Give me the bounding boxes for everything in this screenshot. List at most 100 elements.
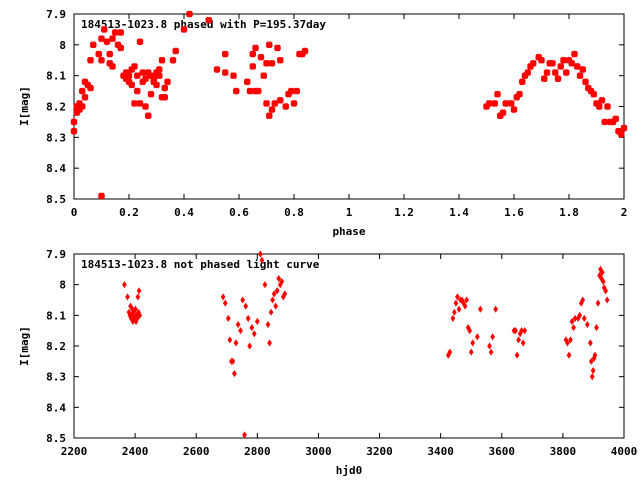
data-point [560,56,567,64]
x-tick-label: 3600 [489,445,516,458]
data-point [78,87,86,95]
x-tick-label: 1.8 [559,206,579,219]
data-point [573,63,581,70]
data-point [516,336,521,344]
data-point [601,118,609,126]
data-point [98,35,105,43]
phased-chart-title: 184513-1023.8 phased with P=195.37day [81,18,326,31]
data-point [285,90,292,98]
data-point [180,26,188,33]
data-point [595,299,601,307]
data-point [522,327,528,335]
data-point [474,333,480,341]
data-point [447,348,453,356]
data-point [213,66,221,73]
data-point [565,56,573,64]
data-point [273,302,279,310]
data-point [490,333,495,341]
data-point [620,124,628,132]
x-tick-label: 0.6 [229,206,249,219]
data-point [615,127,622,135]
data-point [122,75,130,83]
data-point [549,59,556,67]
x-tick-label: 1.2 [394,206,414,219]
data-point [287,87,295,95]
data-point [577,311,583,319]
data-point [263,100,270,107]
data-point [221,50,229,58]
data-point [581,314,587,322]
x-tick-label: 3000 [305,445,332,458]
data-point [225,314,231,322]
data-point [158,56,166,64]
data-point [122,281,127,289]
data-point [271,100,279,107]
data-point [109,35,116,43]
data-point [568,336,573,344]
data-point [128,66,136,73]
data-point [117,29,125,36]
data-point [87,84,94,92]
data-point [452,308,457,316]
data-point [78,103,86,110]
data-point [153,69,160,76]
data-point [603,287,609,295]
data-point [249,63,257,70]
data-point [543,69,551,76]
y-tick-label: 8.4 [46,162,66,175]
y-tick-label: 8.3 [46,371,66,384]
data-point [604,296,610,304]
unphased-axis-ticks: 2200 2400 2600 2800 3000 3200 3400 3600 3800 4000… [46,248,637,458]
data-point [232,370,237,378]
phased-data-points [70,10,628,200]
data-point [593,100,600,107]
data-point [301,47,309,55]
data-point [251,330,257,338]
data-point [73,103,81,110]
data-point [76,106,83,113]
data-point [144,69,152,76]
data-point [81,78,89,86]
data-point [565,339,570,347]
data-point [529,59,537,67]
data-point [274,44,281,52]
data-point [535,53,543,61]
data-point [89,41,97,49]
data-point [100,26,108,33]
data-point [487,342,492,350]
x-tick-label: 2 [621,206,628,219]
data-point [117,44,125,52]
data-point [453,299,459,307]
data-point [258,250,263,258]
data-point [598,96,606,104]
data-point [450,314,456,322]
data-point [468,348,474,356]
data-point [520,339,526,347]
x-tick-label: 0.2 [119,206,139,219]
data-point [81,93,89,101]
data-point [502,100,510,107]
data-point [276,96,284,104]
data-point [514,351,520,359]
data-point [268,106,276,113]
data-point [582,78,589,86]
data-point [571,50,578,58]
data-point [569,317,575,326]
data-point [584,84,592,92]
x-tick-label: 1 [346,206,353,219]
data-point [230,72,237,80]
data-point [604,103,611,110]
data-point [274,287,280,295]
data-point [470,339,476,347]
data-point [172,47,180,55]
data-point [240,296,246,304]
data-point [600,278,606,286]
data-point [572,314,578,322]
data-point [496,112,504,120]
data-point [265,320,271,329]
data-point [142,103,149,110]
data-point [222,299,228,307]
data-point [232,87,240,95]
data-point [155,72,163,80]
data-point [527,63,534,70]
